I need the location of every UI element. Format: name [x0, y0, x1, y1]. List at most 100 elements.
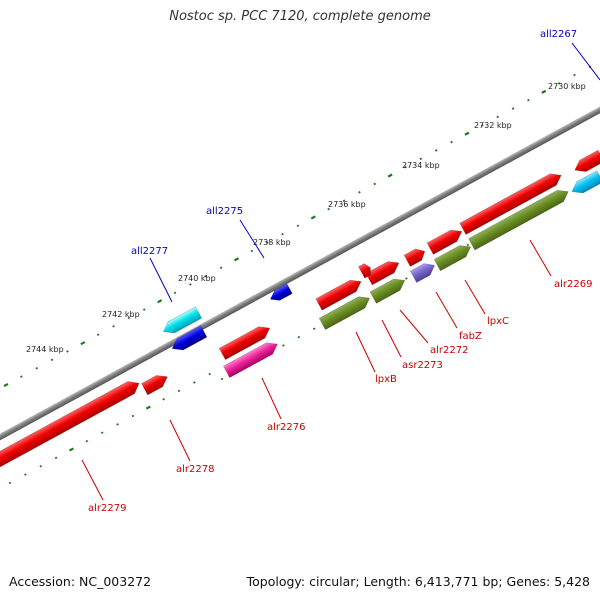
tick-mark — [193, 381, 196, 384]
gene-block-lpxB-cds[interactable] — [318, 292, 373, 331]
gene-label[interactable]: lpxB — [375, 374, 397, 385]
gene-label[interactable]: lpxC — [487, 316, 509, 327]
gene-asr2273[interactable]: asr2273 — [381, 319, 443, 371]
gene-arrow-shape[interactable] — [0, 377, 142, 468]
tick-mark — [20, 375, 23, 378]
gene-all2267[interactable]: all2267 — [540, 29, 600, 81]
gene-block-alr2272-cds[interactable] — [369, 275, 408, 304]
gene-block-all2277-blue[interactable] — [169, 325, 208, 355]
gene-arrow-shape[interactable] — [433, 241, 474, 272]
leader-line — [81, 459, 104, 501]
gene-block-all2267-sky[interactable] — [569, 170, 600, 198]
leader-line — [529, 239, 552, 277]
tick-mark — [310, 215, 316, 220]
gene-arrow-shape[interactable] — [572, 149, 600, 176]
gene-arrow-shape[interactable] — [426, 226, 465, 255]
gene-block-fabZ-cds[interactable] — [409, 260, 437, 283]
gene-alr2272[interactable]: alr2272 — [399, 309, 468, 356]
tick-mark — [464, 131, 470, 136]
gene-arrow-shape[interactable] — [459, 169, 565, 235]
gene-alr2276[interactable]: alr2276 — [261, 377, 305, 433]
gene-label[interactable]: alr2279 — [88, 503, 126, 514]
gene-label[interactable]: asr2273 — [402, 360, 443, 371]
leader-line — [355, 331, 376, 373]
gene-block-alr2269-cds[interactable] — [468, 186, 572, 251]
tick-mark — [204, 274, 208, 278]
gene-block-alr2279[interactable] — [0, 377, 142, 468]
gene-arrow-shape[interactable] — [369, 275, 408, 304]
gene-arrow-shape[interactable] — [468, 186, 572, 251]
gene-alr2269[interactable]: alr2269 — [529, 239, 592, 290]
gene-label[interactable]: alr2272 — [430, 345, 468, 356]
tick-mark — [434, 149, 438, 152]
gene-block-alr2272[interactable] — [365, 257, 402, 286]
gene-alr2279[interactable]: alr2279 — [81, 459, 126, 514]
gene-block-lpxB[interactable] — [315, 276, 364, 311]
gene-arrow-shape[interactable] — [169, 325, 208, 355]
tick-mark — [219, 266, 223, 269]
gene-all2275[interactable]: all2275 — [206, 206, 265, 259]
gene-arrow-shape[interactable] — [569, 170, 600, 198]
scale-label: 2744 kbp — [26, 345, 64, 354]
tick-mark — [282, 344, 285, 347]
tick-mark — [541, 89, 547, 94]
tick-mark — [466, 243, 470, 247]
gene-label[interactable]: alr2278 — [176, 464, 214, 475]
tick-mark — [116, 423, 119, 426]
tick-mark — [527, 98, 530, 102]
gene-alr2278[interactable]: alr2278 — [169, 419, 214, 475]
gene-arrow-shape[interactable] — [409, 260, 437, 283]
tick-mark — [131, 414, 135, 418]
tick-mark — [419, 157, 423, 161]
gene-block-all2267-red[interactable] — [572, 149, 600, 176]
tick-mark — [233, 257, 239, 262]
tick-mark — [142, 308, 146, 311]
gene-label[interactable]: all2277 — [131, 246, 168, 257]
leader-line — [571, 42, 600, 81]
gene-block-lpxC[interactable] — [426, 226, 465, 255]
gene-label[interactable]: all2267 — [540, 29, 577, 40]
scale-label: 2732 kbp — [474, 121, 512, 130]
gene-block-lpxC-cds[interactable] — [433, 241, 474, 272]
tick-mark — [312, 327, 316, 331]
gene-arrow-shape[interactable] — [318, 292, 373, 331]
gene-arrow-shape[interactable] — [218, 322, 273, 361]
gene-arrow-shape[interactable] — [358, 262, 373, 279]
leader-line — [464, 279, 486, 315]
tick-mark — [557, 82, 561, 85]
gene-label[interactable]: fabZ — [459, 331, 482, 342]
tick-mark — [66, 350, 69, 353]
tick-mark — [96, 333, 100, 337]
scale-label: 2736 kbp — [328, 200, 366, 209]
gene-arrow-shape[interactable] — [223, 338, 280, 378]
gene-fabZ[interactable]: fabZ — [435, 291, 482, 342]
gene-arrow-shape[interactable] — [160, 306, 203, 338]
gene-label[interactable]: alr2276 — [267, 422, 305, 433]
tick-mark — [496, 115, 499, 119]
gene-block-asr2273[interactable] — [358, 262, 373, 279]
tick-mark — [177, 389, 181, 393]
gene-arrow-shape[interactable] — [403, 246, 428, 267]
gene-label[interactable]: alr2269 — [554, 279, 592, 290]
gene-block-alr2278[interactable] — [141, 371, 170, 396]
gene-arrow-shape[interactable] — [268, 283, 293, 304]
leader-line — [149, 257, 173, 303]
gene-block-alr2276-cds[interactable] — [223, 338, 280, 378]
genome-title: Nostoc sp. PCC 7120, complete genome — [169, 9, 431, 24]
gene-label[interactable]: all2275 — [206, 206, 243, 217]
gene-arrow-shape[interactable] — [365, 257, 402, 286]
gene-all2277[interactable]: all2277 — [131, 246, 173, 303]
tick-mark — [387, 173, 393, 178]
gene-block-all2275[interactable] — [268, 283, 293, 304]
gene-block-fabZ[interactable] — [403, 246, 428, 267]
gene-block-alr2276[interactable] — [218, 322, 273, 361]
scale-label: 2740 kbp — [178, 274, 216, 283]
gene-arrow-shape[interactable] — [141, 371, 170, 396]
leader-line — [435, 291, 458, 329]
gene-block-all2277-cyan[interactable] — [160, 306, 203, 338]
gene-lpxC[interactable]: lpxC — [464, 279, 509, 327]
gene-lpxB[interactable]: lpxB — [355, 331, 397, 385]
gene-arrow-shape[interactable] — [315, 276, 364, 311]
gene-block-alr2269[interactable] — [459, 169, 565, 235]
